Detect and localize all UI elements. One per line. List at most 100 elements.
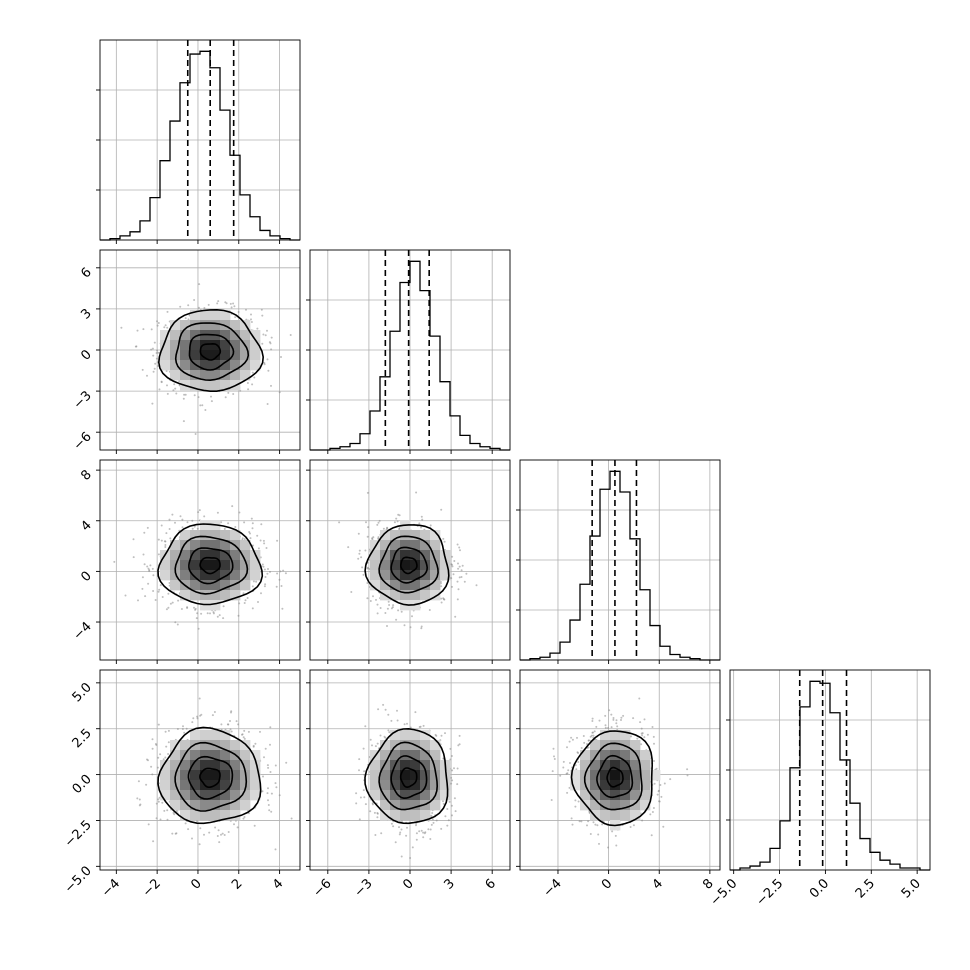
- scatter-point: [578, 820, 581, 823]
- density-cell: [180, 800, 191, 811]
- density-cell: [620, 770, 631, 781]
- density-cell: [400, 560, 411, 571]
- density-cell: [640, 800, 651, 811]
- scatter-point: [411, 846, 414, 849]
- scatter-point: [198, 509, 201, 512]
- density-cell: [190, 800, 201, 811]
- density-cell: [240, 750, 251, 761]
- scatter-point: [583, 741, 586, 744]
- scatter-point: [358, 549, 361, 552]
- scatter-point: [164, 756, 167, 759]
- density-cell: [250, 780, 261, 791]
- density-cell: [400, 740, 411, 751]
- scatter-point: [267, 369, 270, 372]
- scatter-point: [206, 612, 209, 615]
- density-cell: [420, 560, 431, 571]
- scatter-point: [376, 812, 379, 814]
- scatter-point: [171, 832, 174, 835]
- scatter-point: [457, 588, 460, 591]
- scatter-point: [248, 531, 251, 533]
- scatter-point: [418, 522, 421, 525]
- y-tick-label: 2.5: [70, 726, 95, 751]
- scatter-point: [151, 773, 154, 776]
- scatter-point: [263, 542, 266, 545]
- scatter-point: [571, 738, 574, 741]
- scatter-point: [369, 600, 372, 602]
- density-cell: [220, 780, 231, 791]
- density-cell: [210, 760, 221, 771]
- x-tick-label: 2.5: [853, 876, 878, 901]
- density-cell: [230, 760, 241, 771]
- contour-level: [399, 767, 418, 789]
- histogram-panel-1: [96, 39, 301, 244]
- scatter-point: [270, 810, 273, 813]
- scatter-point: [641, 734, 644, 737]
- density-cell: [230, 800, 241, 811]
- density-cell: [240, 760, 251, 771]
- density-cell: [620, 780, 631, 791]
- scatter-point: [173, 383, 176, 386]
- scatter-point: [451, 779, 454, 782]
- scatter-point: [456, 580, 459, 583]
- scatter-point: [243, 737, 246, 740]
- density-panel-2-3: [306, 459, 511, 664]
- contour-level: [157, 308, 265, 392]
- scatter-point: [217, 300, 220, 303]
- scatter-point: [592, 734, 595, 737]
- scatter-point: [636, 737, 639, 740]
- scatter-point: [164, 730, 167, 733]
- density-cell: [160, 340, 171, 351]
- density-cell: [210, 600, 221, 611]
- scatter-point: [210, 395, 212, 398]
- scatter-point: [159, 818, 162, 821]
- density-cell: [440, 770, 451, 781]
- density-cell: [430, 550, 441, 561]
- scatter-point: [566, 772, 569, 775]
- density-cell: [160, 570, 171, 581]
- density-cell: [640, 750, 651, 761]
- scatter-point: [262, 539, 265, 542]
- scatter-point: [203, 307, 206, 309]
- density-cell: [620, 750, 631, 761]
- density-cell: [580, 760, 591, 771]
- scatter-point: [362, 573, 365, 576]
- contour-level: [606, 766, 624, 788]
- scatter-point: [161, 801, 164, 804]
- scatter-point: [267, 804, 270, 806]
- scatter-point: [146, 565, 149, 568]
- scatter-point: [167, 592, 170, 595]
- scatter-point: [382, 703, 385, 706]
- scatter-point: [263, 756, 265, 759]
- scatter-point: [145, 783, 148, 786]
- density-cell: [210, 360, 221, 371]
- scatter-point: [191, 519, 194, 522]
- density-cell: [190, 750, 201, 761]
- gridlines: [100, 40, 300, 240]
- scatter-point: [148, 570, 151, 573]
- density-cell: [200, 770, 211, 781]
- scatter-point: [432, 821, 435, 824]
- scatter-point: [279, 570, 282, 573]
- density-cell: [420, 770, 431, 781]
- scatter-point: [264, 747, 267, 750]
- density-cell: [630, 810, 641, 821]
- scatter-point: [257, 601, 259, 603]
- scatter-point: [400, 828, 403, 831]
- panel-frame: [309, 459, 511, 661]
- scatter-point: [267, 766, 270, 769]
- scatter-point: [398, 514, 401, 517]
- scatter-point: [435, 734, 438, 737]
- scatter-point: [269, 743, 271, 746]
- density-cell: [240, 350, 251, 361]
- x-tick-label: 4: [650, 876, 666, 892]
- density-cell: [590, 770, 601, 781]
- x-tick-label: 6: [483, 876, 499, 892]
- scatter-point: [257, 547, 260, 550]
- scatter-point: [269, 771, 272, 773]
- histogram-steps: [730, 680, 930, 871]
- density-cell: [240, 580, 251, 591]
- density-cell: [440, 570, 451, 581]
- density-cell: [230, 570, 241, 581]
- scatter-point: [181, 526, 184, 529]
- scatter-point: [652, 735, 655, 738]
